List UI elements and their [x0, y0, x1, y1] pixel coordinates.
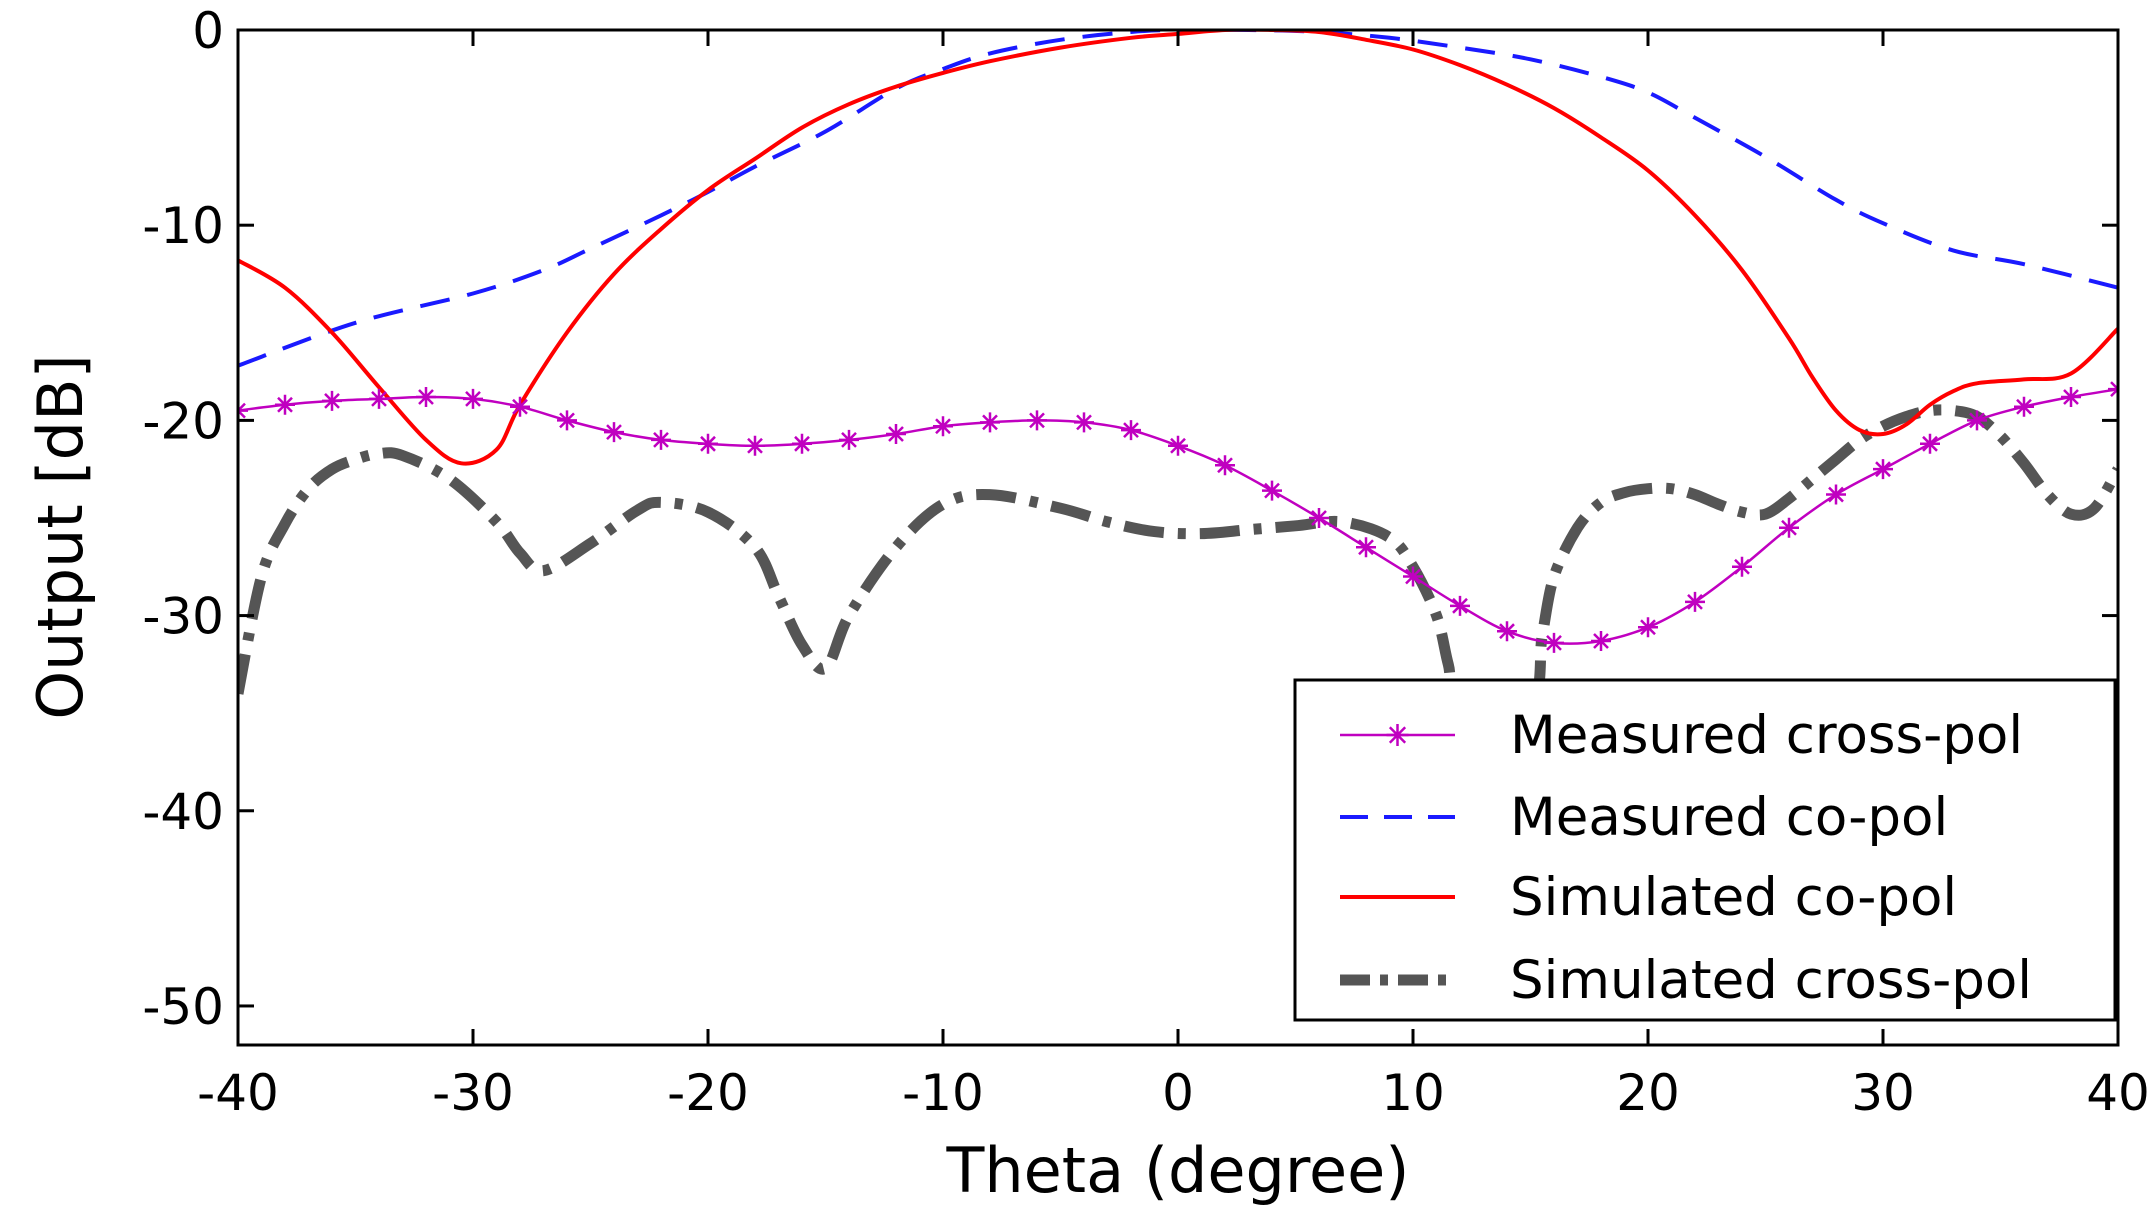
data-point-marker [745, 435, 765, 456]
data-point-marker [1497, 621, 1517, 642]
data-point-marker [1215, 455, 1235, 476]
legend-label: Simulated cross-pol [1510, 950, 2032, 1011]
data-point-marker [933, 416, 953, 437]
x-tick-label: -40 [197, 1064, 279, 1122]
data-point-marker [1544, 632, 1564, 653]
x-tick-label: 20 [1616, 1064, 1680, 1122]
legend-box [1293, 678, 2117, 1022]
x-tick-label: -30 [432, 1064, 514, 1122]
data-point-marker [1309, 507, 1329, 528]
data-point-marker [369, 388, 389, 409]
x-tick-label: 10 [1381, 1064, 1445, 1122]
data-point-marker [275, 394, 295, 415]
ticks-layer: -40 -30 -20 -10 0 10 20 30 40 0 -10 -20 -30 -40 -50 [142, 2, 2149, 1122]
data-point-marker [886, 424, 906, 445]
x-tick-label: -20 [667, 1064, 749, 1122]
data-point-marker [1450, 595, 1470, 616]
data-point-marker [651, 429, 671, 450]
data-point-marker [1356, 537, 1376, 558]
data-point-marker [2014, 396, 2034, 417]
y-tick-label: -20 [142, 392, 224, 450]
x-tick-label: -10 [902, 1064, 984, 1122]
data-point-marker [416, 386, 436, 407]
legend-label: Simulated co-pol [1510, 867, 1957, 928]
x-tick-label: 0 [1162, 1064, 1194, 1122]
y-axis-title: Output [dB] [24, 354, 97, 719]
legend: Measured cross-pol Measured co-pol Simulat… [1293, 678, 2117, 1022]
data-point-marker [839, 429, 859, 450]
x-tick-label: 40 [2086, 1064, 2150, 1122]
data-point-marker [1873, 459, 1893, 480]
series-line-simulated-co-pol [238, 30, 2118, 466]
data-point-marker [1262, 480, 1282, 501]
data-point-marker [1732, 556, 1752, 577]
data-point-marker [1403, 566, 1423, 587]
y-tick-label: -30 [142, 588, 224, 646]
y-tick-label: 0 [192, 2, 224, 60]
legend-label: Measured co-pol [1510, 787, 1948, 848]
data-point-marker [1121, 420, 1141, 441]
data-point-marker [698, 433, 718, 454]
data-point-marker [604, 422, 624, 443]
data-point-marker [792, 433, 812, 454]
data-point-marker [2061, 386, 2081, 407]
series-line-simulated-cross-pol [238, 404, 2118, 716]
legend-marker [1386, 724, 1409, 746]
series-line-measured-co-pol [238, 30, 2118, 368]
series-layer [238, 30, 2118, 716]
data-point-marker [322, 390, 342, 411]
y-tick-label: -10 [142, 197, 224, 255]
data-point-marker [1638, 617, 1658, 638]
y-tick-label: -40 [142, 783, 224, 841]
data-point-marker [980, 412, 1000, 433]
data-point-marker [510, 396, 530, 417]
y-tick-label: -50 [142, 978, 224, 1036]
data-point-marker [1920, 433, 1940, 454]
data-point-marker [1027, 410, 1047, 431]
data-point-marker [1826, 484, 1846, 505]
data-point-marker [1591, 630, 1611, 651]
data-point-marker [1074, 412, 1094, 433]
data-point-marker [1168, 435, 1188, 456]
data-point-marker [557, 410, 577, 431]
legend-label: Measured cross-pol [1510, 705, 2023, 766]
data-point-marker [1779, 517, 1799, 538]
data-point-marker [463, 388, 483, 409]
x-axis-title: Theta (degree) [946, 1134, 1410, 1207]
data-point-marker [1685, 591, 1705, 612]
data-point-marker [1967, 410, 1987, 431]
x-tick-label: 30 [1851, 1064, 1915, 1122]
